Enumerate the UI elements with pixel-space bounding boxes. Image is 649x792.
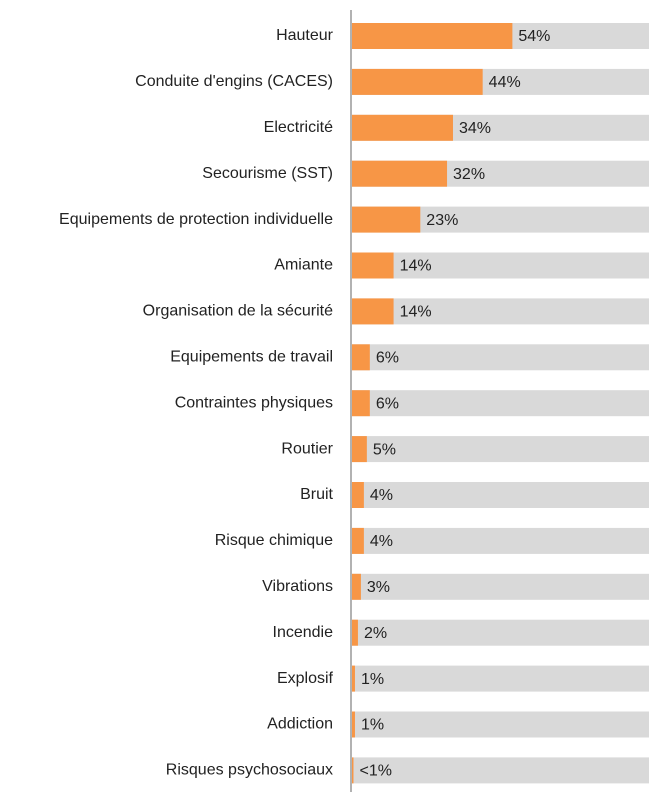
category-label: Contraintes physiques xyxy=(175,394,333,411)
value-label: 34% xyxy=(459,120,491,137)
bar-background xyxy=(352,665,649,692)
category-label: Addiction xyxy=(267,716,333,733)
bar xyxy=(352,252,394,279)
bar xyxy=(352,436,367,463)
bar xyxy=(352,390,370,417)
value-label: 4% xyxy=(370,487,393,504)
bar xyxy=(352,573,361,600)
bar-background xyxy=(352,573,649,600)
value-label: 6% xyxy=(376,350,399,367)
category-label: Amiante xyxy=(274,257,333,274)
value-label: 14% xyxy=(400,304,432,321)
bar-background xyxy=(352,757,649,784)
bar-background xyxy=(352,711,649,738)
category-label: Electricité xyxy=(264,119,333,136)
value-label: 44% xyxy=(489,74,521,91)
value-label: 1% xyxy=(361,717,384,734)
category-label: Equipements de protection individuelle xyxy=(59,211,333,228)
bar-background xyxy=(352,482,649,508)
bar xyxy=(352,114,453,141)
category-label: Risques psychosociaux xyxy=(166,762,333,779)
category-label: Vibrations xyxy=(262,578,333,595)
bar-background xyxy=(352,298,649,325)
category-label: Risque chimique xyxy=(215,532,333,549)
bar-background xyxy=(352,390,649,417)
category-label: Incendie xyxy=(273,624,334,641)
bar xyxy=(352,482,364,508)
value-label: 6% xyxy=(376,395,399,412)
bar xyxy=(352,757,354,784)
bar xyxy=(352,298,394,325)
bar xyxy=(352,665,355,692)
bar xyxy=(352,160,448,187)
category-label: Bruit xyxy=(300,486,333,503)
bar xyxy=(352,344,370,371)
bar-background xyxy=(352,344,649,371)
value-label: 14% xyxy=(400,258,432,275)
bar-background xyxy=(352,619,649,646)
bar xyxy=(352,527,364,554)
value-label: <1% xyxy=(359,763,391,780)
bar xyxy=(352,711,355,738)
value-label: 1% xyxy=(361,671,384,688)
category-label: Equipements de travail xyxy=(170,349,333,366)
value-label: 54% xyxy=(518,28,550,45)
value-label: 23% xyxy=(426,212,458,229)
value-label: 5% xyxy=(373,441,396,458)
value-label: 4% xyxy=(370,533,393,550)
category-label: Hauteur xyxy=(276,27,334,44)
bar xyxy=(352,23,513,49)
bar xyxy=(352,68,483,95)
bar-background xyxy=(352,436,649,463)
category-label: Organisation de la sécurité xyxy=(143,303,333,320)
value-label: 2% xyxy=(364,625,387,642)
bar-background xyxy=(352,252,649,279)
category-label: Routier xyxy=(281,440,333,457)
category-label: Secourisme (SST) xyxy=(202,165,333,182)
bar xyxy=(352,619,358,646)
value-label: 3% xyxy=(367,579,390,596)
category-label: Conduite d'engins (CACES) xyxy=(135,73,333,90)
bar-background xyxy=(352,527,649,554)
category-label: Explosif xyxy=(277,670,334,687)
bar xyxy=(352,206,421,233)
value-label: 32% xyxy=(453,166,485,183)
